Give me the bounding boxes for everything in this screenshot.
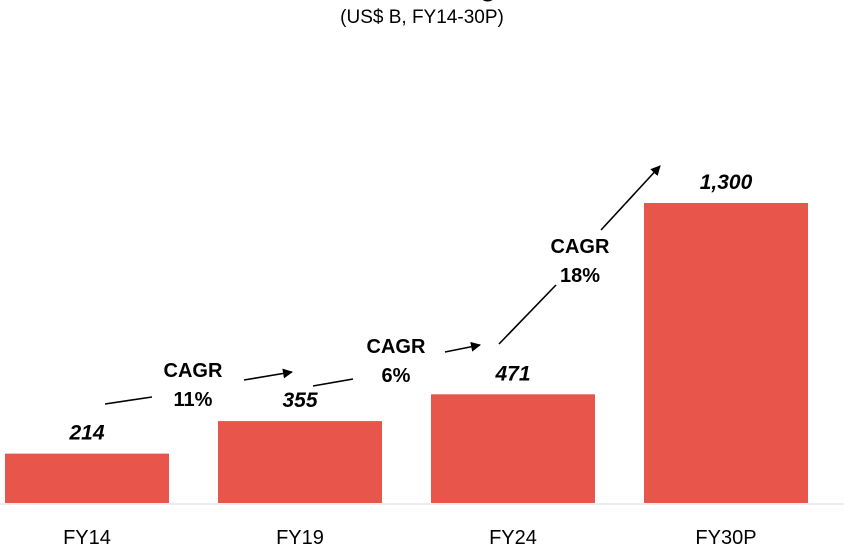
value-label-fy19: 355 [282,389,317,412]
cagr-arrow-tail-3 [498,284,557,345]
x-tick-fy30p: FY30P [695,527,756,549]
cagr-arrow-head-2 [444,341,481,353]
cagr-value-1: 11% [174,389,213,411]
x-tick-fy14: FY14 [63,527,111,549]
cagr-arrow-head-1 [243,368,293,381]
value-label-fy24: 471 [494,362,530,385]
x-tick-fy19: FY19 [276,527,324,549]
chart-subtitle: (US$ B, FY14-30P) [340,7,504,28]
bar-fy19 [218,421,382,503]
cagr-arrow-head-3 [600,165,661,231]
cagr-arrow-tail-2 [312,378,354,387]
x-tick-fy24: FY24 [489,527,537,549]
cagr-label-3: CAGR [551,236,610,258]
cagr-label-2: CAGR [367,336,426,358]
value-label-fy30p: 1,300 [700,171,753,194]
bar-fy14 [5,453,169,503]
bar-fy24 [431,394,595,503]
cagr-arrow-tail-1 [104,396,153,405]
cagr-value-3: 18% [560,265,600,287]
cagr-label-1: CAGR [164,360,223,382]
bar-fy30p [644,203,808,503]
value-label-fy14: 214 [68,422,104,445]
cagr-value-2: 6% [382,365,411,387]
